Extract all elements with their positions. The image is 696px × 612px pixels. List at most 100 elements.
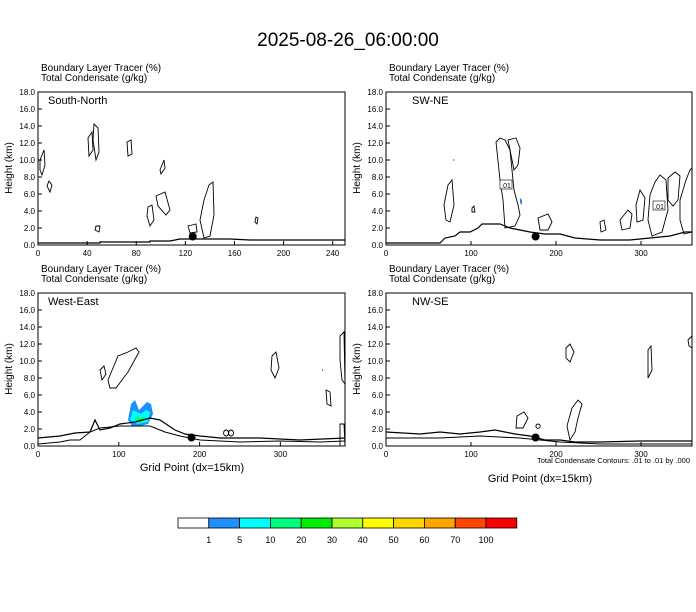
panel-nw-se: Boundary Layer Tracer (%) Total Condensa… xyxy=(352,264,693,485)
y-tick-label: 10.0 xyxy=(19,156,35,165)
y-tick-label: 18.0 xyxy=(19,88,35,97)
y-tick-label: 0.0 xyxy=(24,442,36,451)
y-tick-label: 10.0 xyxy=(367,357,383,366)
panel-label: SW-NE xyxy=(412,95,448,107)
panel-header-line2: Total Condensate (g/kg) xyxy=(41,73,147,84)
colorbar-swatch xyxy=(177,517,210,529)
y-tick-label: 10.0 xyxy=(367,156,383,165)
colorbar-swatch xyxy=(239,517,271,529)
colorbar-label: 5 xyxy=(237,535,242,545)
panel-header-line1: Boundary Layer Tracer (%) xyxy=(41,63,161,74)
y-tick-label: 6.0 xyxy=(372,190,384,199)
y-tick-label: 6.0 xyxy=(24,190,36,199)
plot-frame xyxy=(37,91,346,246)
y-axis-label: Height (km) xyxy=(352,142,363,194)
panel-header-line1: Boundary Layer Tracer (%) xyxy=(389,63,509,74)
panel-south-north: Boundary Layer Tracer (%) Total Condensa… xyxy=(4,63,346,258)
panel-header-line2: Total Condensate (g/kg) xyxy=(389,73,495,84)
x-tick-label: 300 xyxy=(274,450,288,459)
y-tick-label: 16.0 xyxy=(19,105,35,114)
x-tick-label: 100 xyxy=(112,450,126,459)
figure-title: 2025-08-26_06:00:00 xyxy=(257,30,439,51)
location-marker xyxy=(531,232,540,241)
panel-west-east: Boundary Layer Tracer (%) Total Condensa… xyxy=(4,264,346,474)
location-marker xyxy=(188,232,197,241)
terrain-line xyxy=(386,223,692,244)
x-tick-label: 200 xyxy=(277,249,291,258)
condensate-contours xyxy=(443,137,693,237)
colorbar-label: 40 xyxy=(358,535,368,545)
y-tick-label: 18.0 xyxy=(19,289,35,298)
contour-label: .01 xyxy=(501,183,511,190)
y-tick-label: 18.0 xyxy=(367,289,383,298)
condensate-contours xyxy=(99,330,346,447)
x-axis-label: Grid Point (dx=15km) xyxy=(488,473,592,485)
y-tick-label: 12.0 xyxy=(19,340,35,349)
x-tick-label: 100 xyxy=(464,450,478,459)
y-tick-label: 4.0 xyxy=(24,207,36,216)
y-tick-label: 2.0 xyxy=(24,425,36,434)
colorbar-swatch xyxy=(393,517,425,529)
colorbar-swatch xyxy=(208,517,241,529)
y-tick-label: 4.0 xyxy=(372,408,384,417)
y-tick-label: 12.0 xyxy=(367,340,383,349)
location-marker xyxy=(187,433,196,442)
y-tick-label: 6.0 xyxy=(24,391,36,400)
colorbar-label: 20 xyxy=(296,535,306,545)
x-tick-label: 240 xyxy=(326,249,340,258)
y-tick-label: 10.0 xyxy=(19,357,35,366)
panel-sw-ne: Boundary Layer Tracer (%) Total Condensa… xyxy=(352,63,693,258)
plot-frame xyxy=(37,292,346,447)
y-axis-label: Height (km) xyxy=(4,142,15,194)
colorbar-label: 10 xyxy=(265,535,275,545)
y-tick-label: 8.0 xyxy=(372,374,384,383)
x-tick-label: 40 xyxy=(83,249,92,258)
contour-label-box xyxy=(499,179,513,190)
x-tick-label: 200 xyxy=(193,450,207,459)
y-tick-label: 14.0 xyxy=(19,122,35,131)
plot-frame xyxy=(385,292,693,447)
colorbar-swatch xyxy=(300,517,333,529)
terrain-line xyxy=(385,429,692,443)
y-tick-label: 0.0 xyxy=(24,241,36,250)
colorbar-label: 70 xyxy=(450,535,460,545)
colorbar-swatch xyxy=(269,517,302,529)
x-tick-label: 160 xyxy=(228,249,242,258)
y-tick-label: 14.0 xyxy=(19,323,35,332)
colorbar-swatch xyxy=(423,517,456,529)
y-tick-label: 4.0 xyxy=(24,408,36,417)
colorbar-label: 100 xyxy=(478,535,493,545)
y-tick-label: 2.0 xyxy=(372,425,384,434)
y-tick-label: 16.0 xyxy=(367,105,383,114)
panel-header-line2: Total Condensate (g/kg) xyxy=(389,274,495,285)
y-axis-label: Height (km) xyxy=(4,343,15,395)
terrain-line xyxy=(38,238,345,244)
y-tick-label: 8.0 xyxy=(24,374,36,383)
terrain-line-2 xyxy=(37,425,346,445)
colorbar-label: 1 xyxy=(206,535,211,545)
x-axis-label: Grid Point (dx=15km) xyxy=(140,462,244,474)
tracer-fill xyxy=(520,198,522,205)
condensate-contours xyxy=(515,334,693,442)
colorbar-label: 30 xyxy=(327,535,337,545)
terrain-line-2 xyxy=(386,435,692,445)
panel-label: NW-SE xyxy=(412,296,448,308)
x-tick-label: 0 xyxy=(384,450,389,459)
y-tick-label: 2.0 xyxy=(372,224,384,233)
y-axis-label: Height (km) xyxy=(352,343,363,395)
y-tick-label: 16.0 xyxy=(19,306,35,315)
x-tick-label: 120 xyxy=(179,249,193,258)
plot-frame xyxy=(385,91,693,246)
y-tick-label: 18.0 xyxy=(367,88,383,97)
colorbar: 1 5 10 20 30 40 50 60 70 100 xyxy=(177,517,518,545)
y-tick-label: 0.0 xyxy=(372,241,384,250)
panel-label: South-North xyxy=(48,95,107,107)
x-tick-label: 300 xyxy=(634,450,648,459)
colorbar-swatch xyxy=(454,517,487,529)
colorbar-swatch xyxy=(362,517,394,529)
contour-label: .01 xyxy=(654,204,664,211)
terrain-line xyxy=(37,417,346,441)
location-marker xyxy=(531,433,540,442)
panel-header-line1: Boundary Layer Tracer (%) xyxy=(389,264,509,275)
contour-note: Total Condensate Contours: .01 to .01 by… xyxy=(537,456,690,465)
